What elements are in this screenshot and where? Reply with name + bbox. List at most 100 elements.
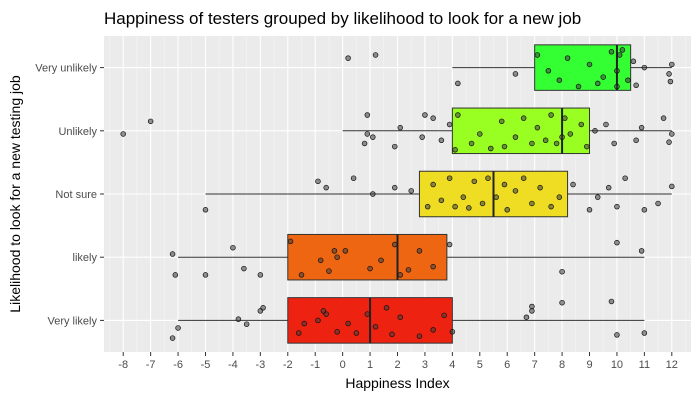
data-point	[370, 134, 376, 140]
data-point	[529, 140, 535, 147]
data-point	[622, 175, 628, 181]
data-point	[614, 83, 620, 90]
data-point	[147, 118, 154, 125]
data-point	[345, 55, 351, 61]
data-point	[600, 74, 606, 80]
data-point	[666, 139, 672, 145]
data-point	[520, 115, 527, 121]
data-point	[608, 298, 615, 305]
data-point	[614, 68, 620, 74]
data-point	[202, 272, 209, 278]
data-point	[326, 268, 332, 274]
x-tick-label: 7	[532, 359, 538, 371]
data-point	[408, 188, 414, 194]
x-tick-label: 11	[639, 359, 650, 371]
data-point	[416, 248, 423, 254]
data-point	[498, 118, 505, 125]
data-point	[422, 112, 428, 118]
data-point	[172, 272, 179, 278]
data-point	[534, 124, 541, 131]
data-point	[446, 121, 453, 128]
data-point	[416, 333, 423, 339]
x-tick-label: -6	[173, 359, 183, 371]
data-point	[512, 71, 519, 77]
x-tick-label: 10	[611, 359, 623, 371]
x-tick-label: 9	[586, 359, 592, 371]
data-point	[669, 131, 675, 137]
x-tick-label: -7	[146, 359, 156, 371]
data-point	[614, 332, 620, 338]
data-point	[383, 305, 390, 311]
data-point	[537, 184, 543, 191]
data-point	[603, 121, 609, 128]
data-point	[512, 188, 519, 194]
data-point	[638, 124, 645, 131]
data-point	[594, 194, 601, 200]
data-point	[520, 175, 527, 181]
data-point	[611, 140, 617, 147]
data-point	[378, 257, 384, 264]
box-very-unlikely	[534, 44, 632, 91]
x-tick-label: 2	[394, 359, 400, 371]
data-point	[625, 77, 631, 83]
data-point	[501, 143, 508, 150]
box-unlikely	[451, 107, 591, 155]
data-point	[584, 143, 590, 150]
data-point	[669, 183, 675, 190]
data-point	[669, 61, 675, 68]
data-point	[605, 184, 612, 191]
data-point	[594, 80, 601, 87]
data-point	[441, 312, 447, 319]
data-point	[230, 244, 236, 251]
data-point	[397, 272, 403, 278]
data-point	[397, 124, 403, 131]
data-point	[559, 268, 565, 275]
data-point	[364, 311, 371, 317]
data-point	[315, 178, 321, 185]
y-axis-ticks: Very unlikely Unlikely Not sure likely Very …	[35, 63, 104, 327]
data-point	[460, 194, 467, 200]
data-point	[175, 325, 181, 331]
data-point	[619, 47, 626, 53]
data-point	[616, 52, 623, 58]
data-point	[202, 207, 209, 213]
y-axis-title: Likelihood to look for a new testing job	[7, 75, 23, 313]
data-point	[298, 272, 305, 278]
data-point	[317, 257, 324, 264]
data-point	[169, 335, 176, 341]
data-point	[367, 265, 373, 272]
data-point	[323, 184, 329, 191]
x-tick-label: -4	[228, 359, 238, 371]
data-point	[471, 178, 478, 185]
data-point	[424, 203, 431, 210]
data-point	[578, 121, 585, 128]
data-point	[449, 329, 456, 335]
data-point	[419, 134, 425, 140]
data-point	[353, 330, 360, 336]
data-point	[430, 327, 436, 333]
data-point	[364, 112, 371, 118]
data-point	[350, 175, 357, 181]
data-point	[370, 191, 376, 197]
data-point	[468, 140, 475, 147]
data-point	[592, 128, 598, 134]
data-point	[570, 181, 576, 188]
point-layer	[120, 47, 675, 341]
data-point	[466, 205, 472, 211]
data-point	[479, 200, 486, 207]
data-point	[564, 55, 571, 61]
data-point	[446, 241, 453, 248]
data-point	[545, 68, 552, 74]
data-point	[320, 308, 327, 314]
data-point	[548, 112, 554, 118]
data-point	[630, 58, 637, 65]
data-point	[446, 175, 453, 181]
data-point	[633, 137, 639, 144]
data-point	[392, 241, 398, 248]
data-point	[372, 52, 379, 58]
data-point	[438, 137, 445, 144]
data-point	[405, 267, 412, 273]
data-point	[586, 207, 593, 213]
x-tick-label: -3	[255, 359, 265, 371]
